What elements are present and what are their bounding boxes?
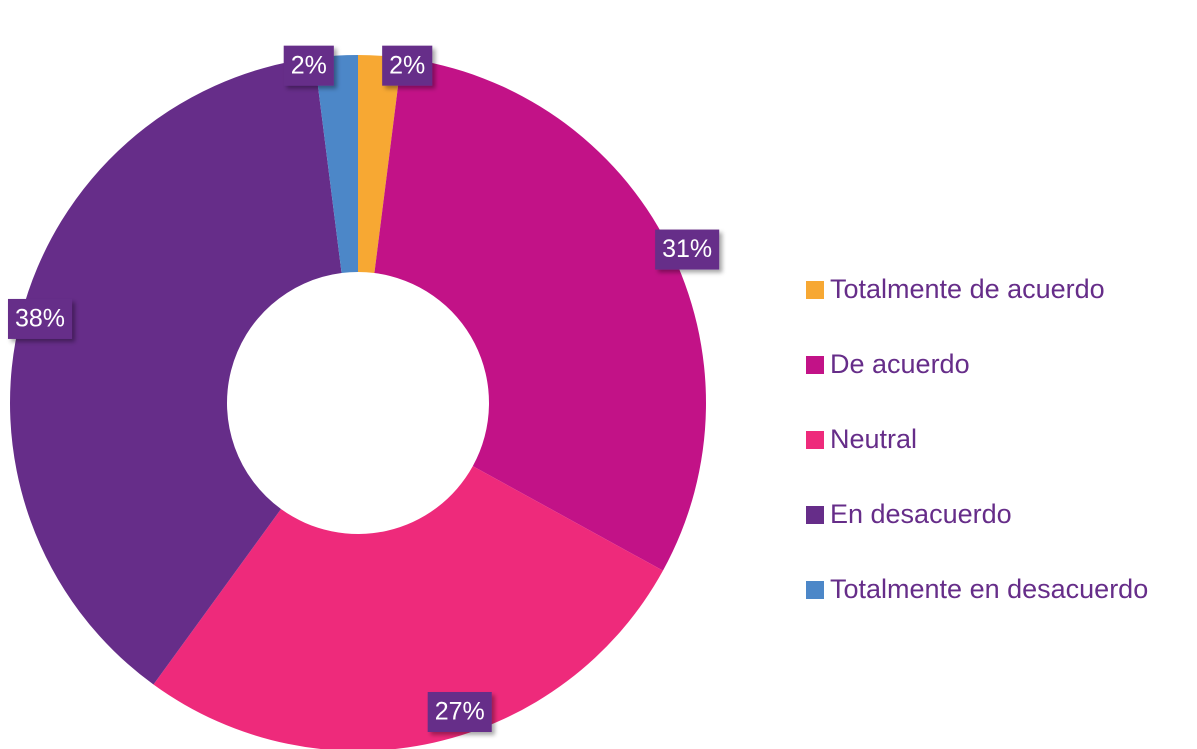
legend-swatch xyxy=(806,356,824,374)
data-label-box xyxy=(382,45,433,86)
data-label: 27% xyxy=(427,692,492,732)
legend-label: Neutral xyxy=(830,424,917,454)
slice xyxy=(374,57,706,571)
data-label-text: 31% xyxy=(662,235,712,263)
data-label-box xyxy=(283,45,334,86)
data-label: 31% xyxy=(655,229,720,270)
data-label-box xyxy=(427,692,492,732)
data-label-box xyxy=(7,298,73,339)
data-label: 2% xyxy=(382,45,433,86)
legend-label: Totalmente en desacuerdo xyxy=(830,574,1148,604)
data-label-text: 2% xyxy=(291,51,327,79)
legend-label: Totalmente de acuerdo xyxy=(830,274,1105,304)
data-label: 38% xyxy=(7,298,73,339)
legend-swatch xyxy=(806,431,824,449)
slice xyxy=(314,55,358,274)
legend-label: En desacuerdo xyxy=(830,499,1012,529)
data-label-text: 2% xyxy=(389,51,425,79)
legend-swatch xyxy=(806,581,824,599)
slice xyxy=(358,55,402,274)
legend-swatch xyxy=(806,506,824,524)
legend-swatch xyxy=(806,281,824,299)
data-label-text: 38% xyxy=(15,305,65,333)
data-label-text: 27% xyxy=(435,698,485,726)
data-label: 2% xyxy=(283,45,334,86)
legend-label: De acuerdo xyxy=(830,349,970,379)
slice xyxy=(9,57,342,685)
data-label-box xyxy=(655,229,720,270)
slice xyxy=(153,466,663,749)
